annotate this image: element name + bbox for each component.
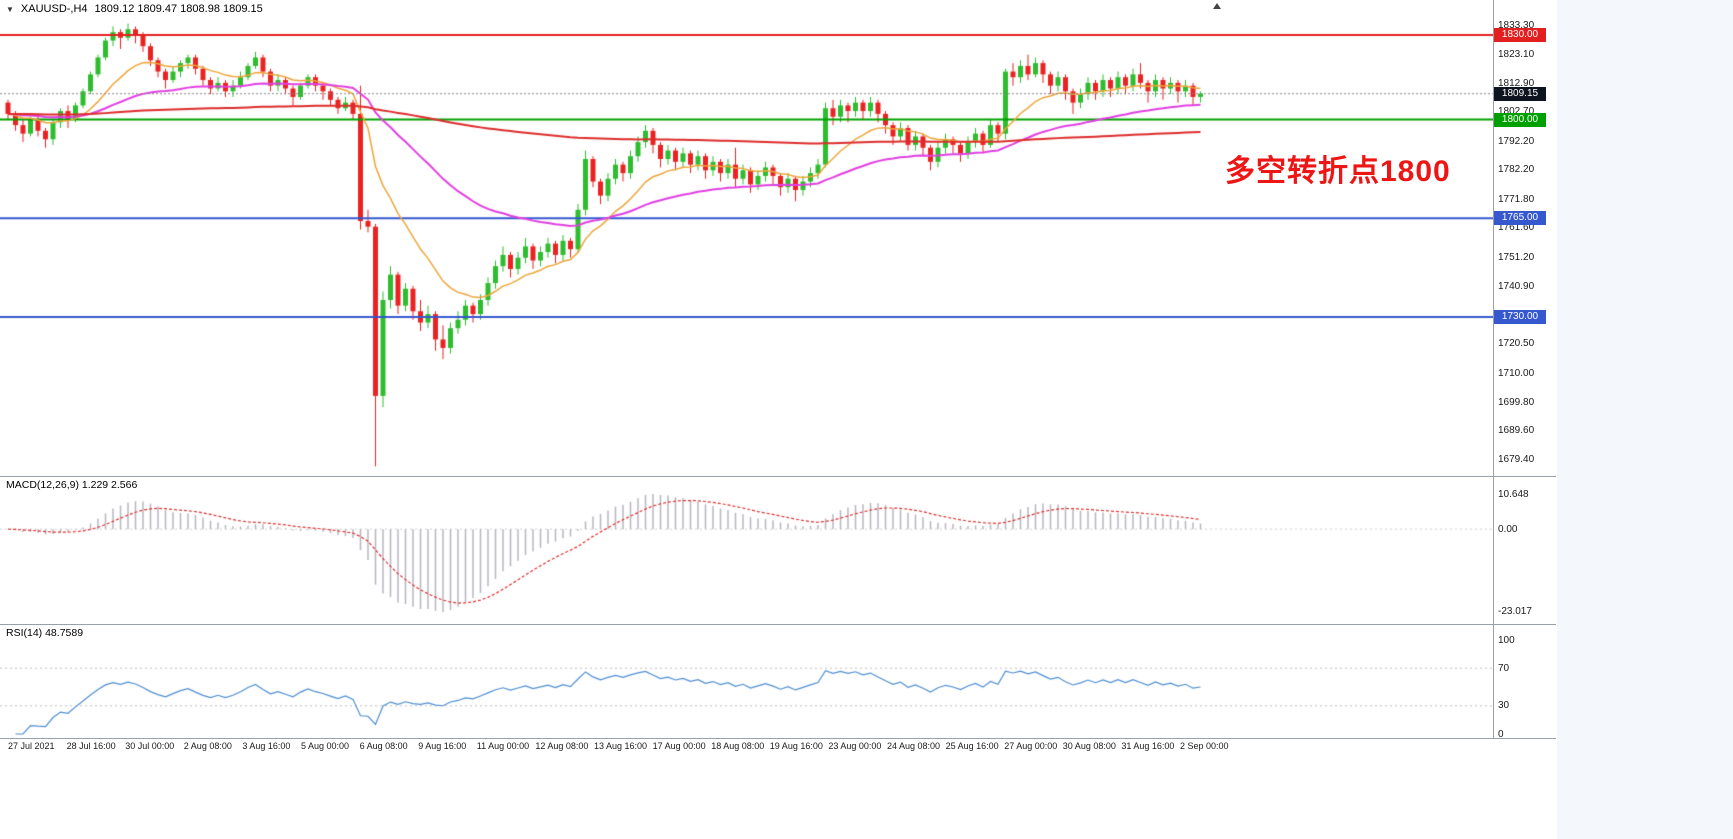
time-axis-label: 24 Aug 08:00	[887, 741, 940, 751]
price-line-badge-183000: 1830.00	[1494, 28, 1546, 42]
time-axis-label: 12 Aug 08:00	[535, 741, 588, 751]
price-line-badge-176500: 1765.00	[1494, 211, 1546, 225]
time-axis-label: 30 Jul 00:00	[125, 741, 174, 751]
rsi-axis-label: 30	[1498, 700, 1509, 711]
chart-title: ▼ XAUUSD-,H4 1809.12 1809.47 1808.98 180…	[6, 3, 263, 15]
price-line-badge-180000: 1800.00	[1494, 113, 1546, 127]
time-axis-label: 25 Aug 16:00	[946, 741, 999, 751]
time-axis-label: 13 Aug 16:00	[594, 741, 647, 751]
time-axis-label: 11 Aug 00:00	[477, 741, 529, 751]
time-axis-label: 3 Aug 16:00	[242, 741, 290, 751]
panel-separator-main-macd[interactable]	[0, 476, 1556, 477]
rsi-axis-label: 0	[1498, 729, 1504, 740]
price-line-badge-173000: 1730.00	[1494, 310, 1546, 324]
panel-separator-macd-rsi[interactable]	[0, 624, 1556, 625]
price-axis-label: 1679.40	[1498, 454, 1534, 465]
rsi-label: RSI(14) 48.7589	[6, 627, 83, 639]
price-axis-label: 1771.80	[1498, 194, 1534, 205]
time-axis-label: 31 Aug 16:00	[1121, 741, 1174, 751]
current-price-badge: 1809.15	[1494, 87, 1546, 101]
time-axis-label: 6 Aug 08:00	[360, 741, 408, 751]
time-axis-label: 5 Aug 00:00	[301, 741, 349, 751]
price-axis-label: 1751.20	[1498, 252, 1534, 263]
chart-end-marker-icon	[1213, 3, 1221, 9]
macd-label: MACD(12,26,9) 1.229 2.566	[6, 479, 137, 491]
time-axis-label: 27 Aug 00:00	[1004, 741, 1057, 751]
price-axis-label: 1823.10	[1498, 49, 1534, 60]
macd-axis-label: 0.00	[1498, 524, 1517, 535]
time-axis-label: 30 Aug 08:00	[1063, 741, 1116, 751]
price-axis-label: 1740.90	[1498, 281, 1534, 292]
rsi-axis-label: 100	[1498, 635, 1515, 646]
price-axis-label: 1710.00	[1498, 368, 1534, 379]
time-axis-label: 17 Aug 00:00	[653, 741, 706, 751]
right-margin-area	[1557, 0, 1733, 839]
annotation-text: 多空转折点1800	[1225, 146, 1451, 190]
price-axis-label: 1720.50	[1498, 338, 1534, 349]
time-axis-label: 27 Jul 2021	[8, 741, 55, 751]
price-axis-label: 1782.20	[1498, 164, 1534, 175]
rsi-axis-label: 70	[1498, 663, 1509, 674]
price-axis-label: 1689.60	[1498, 425, 1534, 436]
symbol-timeframe: XAUUSD-,H4	[21, 3, 88, 15]
price-axis-label: 1792.20	[1498, 136, 1534, 147]
time-axis-label: 9 Aug 16:00	[418, 741, 466, 751]
triangle-down-icon: ▼	[6, 4, 14, 15]
price-axis-label: 1699.80	[1498, 397, 1534, 408]
time-axis-label: 2 Aug 08:00	[184, 741, 232, 751]
time-axis-label: 23 Aug 00:00	[828, 741, 881, 751]
ohlc-readout: 1809.12 1809.47 1808.98 1809.15	[95, 3, 263, 15]
chart-canvas[interactable]	[0, 0, 1493, 756]
time-axis-label: 2 Sep 00:00	[1180, 741, 1229, 751]
macd-axis-label: 10.648	[1498, 489, 1529, 500]
panel-separator-rsi-dates	[0, 738, 1556, 739]
time-axis-label: 18 Aug 08:00	[711, 741, 764, 751]
macd-axis-label: -23.017	[1498, 606, 1532, 617]
time-axis-label: 19 Aug 16:00	[770, 741, 823, 751]
price-axis-separator	[1493, 0, 1494, 738]
time-axis-label: 28 Jul 16:00	[67, 741, 116, 751]
trading-chart-window: ▼ XAUUSD-,H4 1809.12 1809.47 1808.98 180…	[0, 0, 1733, 839]
